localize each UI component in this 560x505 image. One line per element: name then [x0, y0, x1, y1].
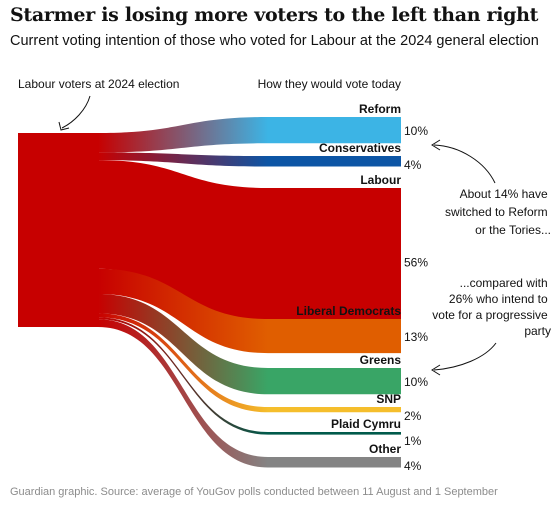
- source-label-arrowhead: [58, 121, 70, 131]
- annotation-reform-tories: About 14% have switched to Reform or the…: [431, 139, 551, 237]
- annotation-1-line-1: About 14% have: [460, 187, 548, 201]
- flow-reform: [98, 117, 401, 153]
- label-other: Other: [369, 442, 401, 456]
- sankey-links: [98, 117, 401, 468]
- label-labour: Labour: [360, 173, 401, 187]
- svg-text:...compared with 26% who: ...compared with 26% who intend to vote …: [432, 276, 551, 338]
- flow-conservatives: [98, 152, 401, 167]
- value-snp: 2%: [404, 409, 422, 423]
- annotation-1-arrowhead: [431, 139, 441, 151]
- source-label-arrow: [61, 95, 91, 129]
- annotation-2-line-3: vote for a progressive: [432, 308, 548, 322]
- value-other: 4%: [404, 459, 422, 473]
- annotation-1-arrow: [433, 144, 496, 184]
- annotation-2-line-2: 26% who intend to: [449, 292, 548, 306]
- chart-source: Guardian graphic. Source: average of You…: [10, 486, 498, 498]
- value-reform: 10%: [404, 124, 428, 138]
- flow-greens: [98, 294, 401, 395]
- annotation-2-line-1: ...compared with: [460, 276, 548, 290]
- source-node-labour-2024: [18, 133, 99, 327]
- target-heading: How they would vote today: [258, 77, 401, 91]
- annotation-2-arrow: [433, 342, 497, 371]
- annotation-progressive: ...compared with 26% who intend to vote …: [431, 276, 551, 376]
- value-conservatives: 4%: [404, 158, 422, 172]
- label-greens: Greens: [360, 353, 402, 367]
- label-plaid-cymru: Plaid Cymru: [331, 417, 401, 431]
- label-reform: Reform: [359, 102, 401, 116]
- flow-liberal-democrats: [98, 268, 401, 354]
- value-labour: 56%: [404, 256, 428, 270]
- value-liberal-democrats: 13%: [404, 330, 428, 344]
- annotation-1-line-3: or the Tories...: [475, 223, 551, 237]
- annotation-2-line-4: party: [524, 324, 551, 338]
- svg-text:About 14% have switched: About 14% have switched to Reform or the…: [445, 187, 551, 237]
- value-greens: 10%: [404, 375, 428, 389]
- sankey-nodes: [18, 133, 99, 327]
- label-liberal-democrats: Liberal Democrats: [296, 304, 401, 318]
- chart-title: Starmer is losing more voters to the lef…: [10, 4, 539, 26]
- annotation-2-arrowhead: [431, 364, 441, 376]
- chart-subtitle: Current voting intention of those who vo…: [10, 33, 539, 49]
- value-plaid-cymru: 1%: [404, 434, 422, 448]
- annotation-1-line-2: switched to Reform: [445, 205, 548, 219]
- source-node-label: Labour voters at 2024 election: [18, 77, 179, 91]
- sankey-labels: Reform10%Conservatives4%Labour56%Liberal…: [296, 102, 428, 473]
- label-snp: SNP: [376, 392, 401, 406]
- label-conservatives: Conservatives: [319, 141, 401, 155]
